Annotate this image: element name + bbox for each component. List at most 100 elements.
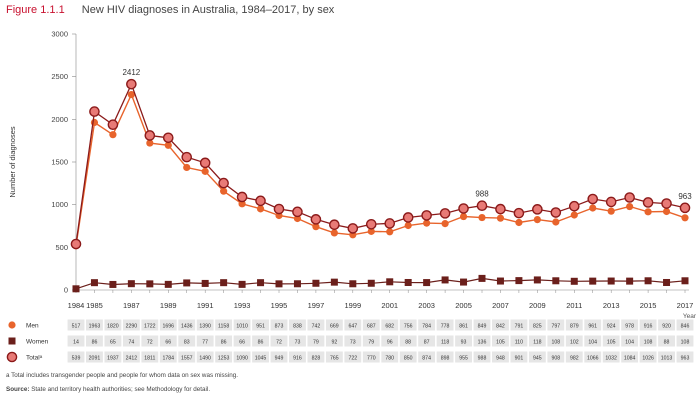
men-point	[533, 216, 541, 224]
table-cell-bg	[658, 351, 675, 363]
table-cell-value: 951	[256, 324, 265, 330]
table-cell-value: 1013	[661, 356, 673, 362]
women-point	[257, 279, 265, 287]
table-cell-value: 102	[570, 340, 579, 346]
table-cell-bg	[639, 319, 657, 331]
women-point	[183, 279, 191, 287]
table-cell-bg	[362, 319, 380, 331]
table-cell-bg	[492, 351, 509, 363]
table-cell-bg	[399, 319, 417, 331]
table-cell-value: 110	[515, 340, 523, 346]
table-cell-value: 879	[570, 324, 579, 330]
x-tick-label: 2013	[603, 301, 620, 310]
table-cell-value: 1937	[107, 356, 119, 362]
table-cell-bg	[252, 319, 269, 331]
women-point	[607, 277, 615, 285]
table-cell-bg	[289, 351, 306, 363]
value-annotation: 963	[678, 192, 692, 201]
table-cell-bg	[381, 319, 399, 331]
women-point	[423, 279, 431, 287]
table-cell-value: 955	[459, 356, 468, 362]
table-cell-bg	[658, 335, 675, 347]
x-axis-label: Year	[683, 313, 697, 320]
table-cell-value: 842	[496, 324, 505, 330]
men-point	[8, 321, 16, 329]
women-line	[75, 277, 686, 290]
table-cell-value: 722	[348, 356, 357, 362]
women-point	[570, 277, 578, 285]
table-cell-bg	[159, 319, 177, 331]
table-cell-bg	[159, 351, 177, 363]
men-point	[478, 213, 486, 222]
total-point	[292, 206, 303, 218]
table-cell-value: 861	[459, 324, 468, 330]
table-cell-value: 1436	[181, 324, 193, 330]
table-cell-value: 517	[72, 324, 81, 330]
total-point	[310, 214, 322, 225]
table-cell-bg	[86, 351, 103, 363]
table-cell-bg	[602, 351, 620, 363]
table-cell-bg	[86, 335, 103, 347]
table-cell-value: 945	[533, 356, 542, 362]
table-cell-bg	[252, 335, 269, 347]
table-cell-bg	[141, 351, 159, 363]
table-cell-bg	[565, 351, 583, 363]
table-cell-bg	[399, 335, 417, 347]
table-cell-value: 14	[73, 340, 79, 346]
men-point	[441, 220, 449, 228]
figure-title: New HIV diagnoses in Australia, 1984–201…	[81, 4, 335, 16]
table-cell-bg	[178, 335, 196, 347]
table-cell-value: 1820	[107, 324, 119, 330]
table-cell-value: 1557	[181, 356, 193, 362]
table-cell-bg	[565, 335, 583, 347]
men-point	[90, 118, 99, 127]
total-point	[218, 177, 229, 189]
table-cell-value: 104	[625, 340, 634, 346]
table-row-label: Women	[26, 339, 49, 346]
table-cell-value: 765	[330, 356, 339, 362]
x-tick-label: 2009	[529, 301, 546, 310]
table-cell-value: 916	[293, 356, 302, 362]
table-cell-value: 92	[331, 340, 337, 346]
table-cell-value: 66	[165, 340, 171, 346]
table-cell-value: 982	[570, 356, 579, 362]
women-point	[349, 280, 357, 288]
table-cell-bg	[381, 351, 399, 363]
men-point	[515, 218, 523, 227]
table-cell-value: 963	[681, 356, 690, 362]
x-tick-label: 2007	[492, 301, 509, 310]
table-cell-bg	[307, 351, 325, 363]
table-cell-bg	[122, 335, 140, 347]
table-cell-value: 105	[496, 340, 505, 346]
table-cell-bg	[104, 351, 122, 363]
total-point	[439, 208, 451, 219]
table-cell-value: 1032	[605, 356, 617, 362]
table-cell-value: 1784	[162, 356, 174, 362]
table-cell-bg	[455, 335, 472, 347]
total-point	[402, 212, 414, 223]
table-cell-value: 79	[368, 340, 374, 346]
table-cell-bg	[307, 335, 325, 347]
table-cell-bg	[325, 351, 343, 363]
table-cell-bg	[547, 335, 565, 347]
total-point	[162, 132, 174, 144]
total-point	[624, 192, 635, 203]
total-point	[476, 200, 488, 211]
total-point	[365, 218, 377, 230]
men-point	[367, 227, 375, 235]
x-tick-label: 1985	[86, 301, 103, 310]
table-cell-bg	[362, 335, 380, 347]
total-point	[70, 238, 82, 250]
women-point	[146, 280, 154, 288]
table-cell-value: 1963	[89, 324, 101, 330]
women-point	[626, 277, 634, 285]
table-cell-bg	[436, 335, 454, 347]
source-text: State and territory health authorities; …	[31, 386, 211, 393]
y-tick-label: 500	[55, 243, 68, 252]
table-cell-bg	[584, 335, 602, 347]
table-cell-bg	[399, 351, 417, 363]
table-cell-bg	[621, 319, 639, 331]
men-point	[626, 202, 634, 211]
table-cell-bg	[104, 335, 122, 347]
table-cell-bg	[473, 351, 491, 363]
